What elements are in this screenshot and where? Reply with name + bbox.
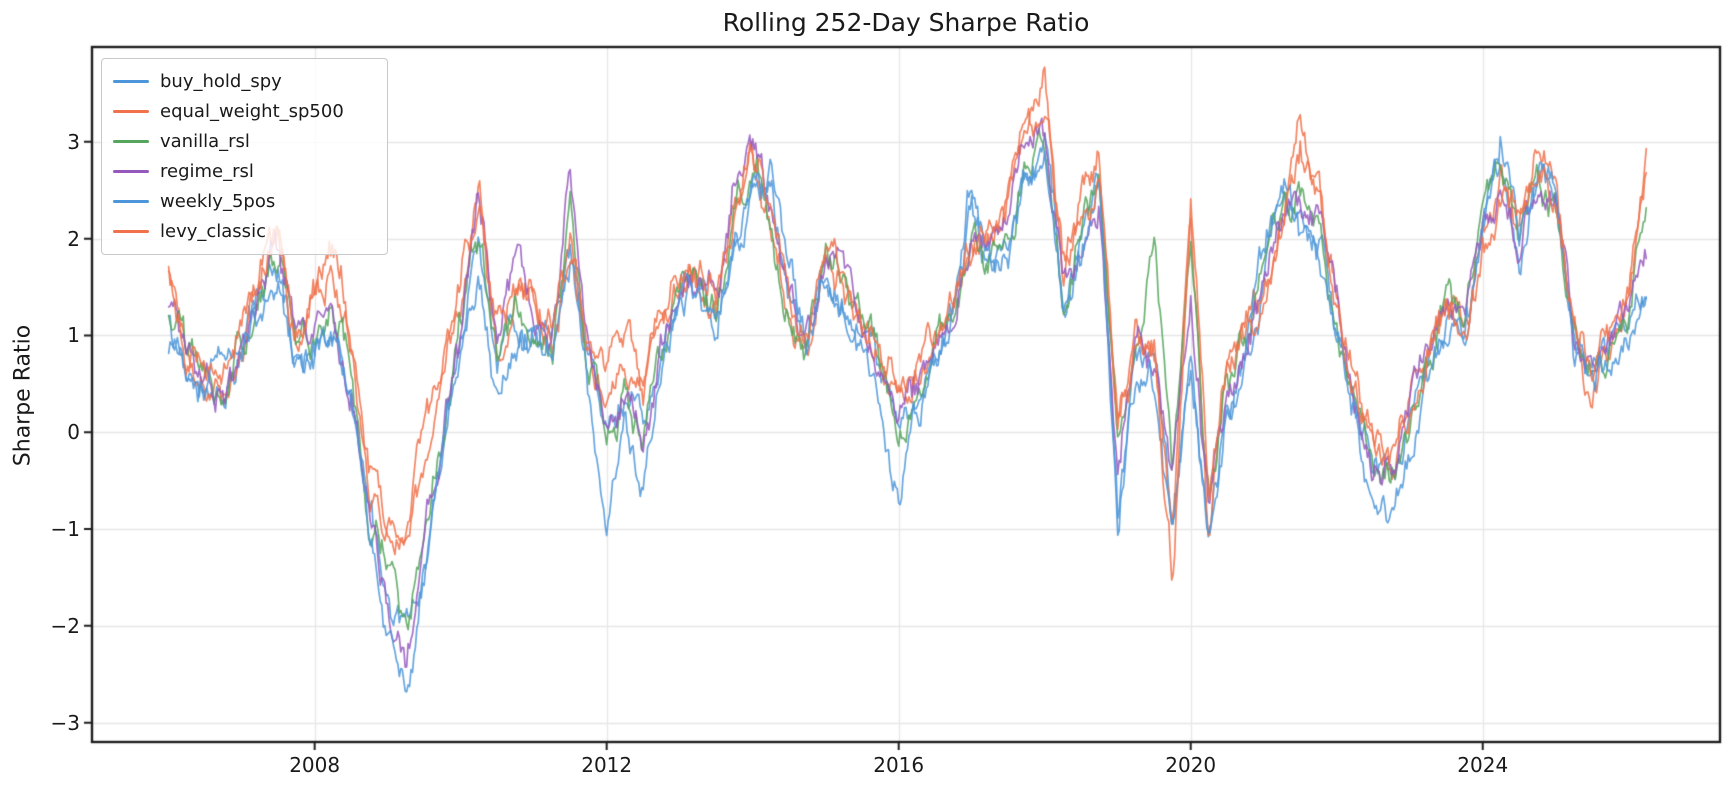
legend-label: equal_weight_sp500 [160,100,344,122]
legend-label: regime_rsl [160,161,254,183]
y-tick-label: 3 [67,129,80,154]
legend-item-buy_hold_spy: buy_hold_spy [102,66,387,96]
legend-line-swatch [113,200,149,204]
legend-item-weekly_5pos: weekly_5pos [102,187,387,217]
legend-line-swatch [113,230,149,234]
legend-item-equal_weight_sp500: equal_weight_sp500 [102,96,387,126]
legend-label: levy_classic [160,221,266,243]
legend-label: buy_hold_spy [160,70,282,92]
y-tick-label: −1 [50,517,80,542]
legend-line-swatch [113,170,149,174]
legend-item-regime_rsl: regime_rsl [102,157,387,187]
legend-item-vanilla_rsl: vanilla_rsl [102,126,387,156]
y-tick-label: −3 [50,710,80,735]
x-tick-label: 2024 [1457,753,1509,777]
x-tick-label: 2012 [581,753,633,777]
legend-item-levy_classic: levy_classic [102,217,387,247]
x-tick-label: 2008 [289,753,341,777]
legend: buy_hold_spy equal_weight_sp500 vanilla_rs… [101,58,388,255]
y-tick-label: 2 [67,226,80,251]
legend-label: vanilla_rsl [160,130,250,152]
x-tick-label: 2016 [873,753,925,777]
legend-label: weekly_5pos [160,191,276,213]
legend-line-swatch [113,79,149,83]
y-tick-label: −2 [50,613,80,638]
legend-line-swatch [113,139,149,143]
legend-line-swatch [113,109,149,113]
y-tick-label: 0 [67,420,80,445]
x-tick-label: 2020 [1165,753,1217,777]
y-tick-label: 1 [67,323,80,348]
chart-title: Rolling 252-Day Sharpe Ratio [722,8,1090,37]
